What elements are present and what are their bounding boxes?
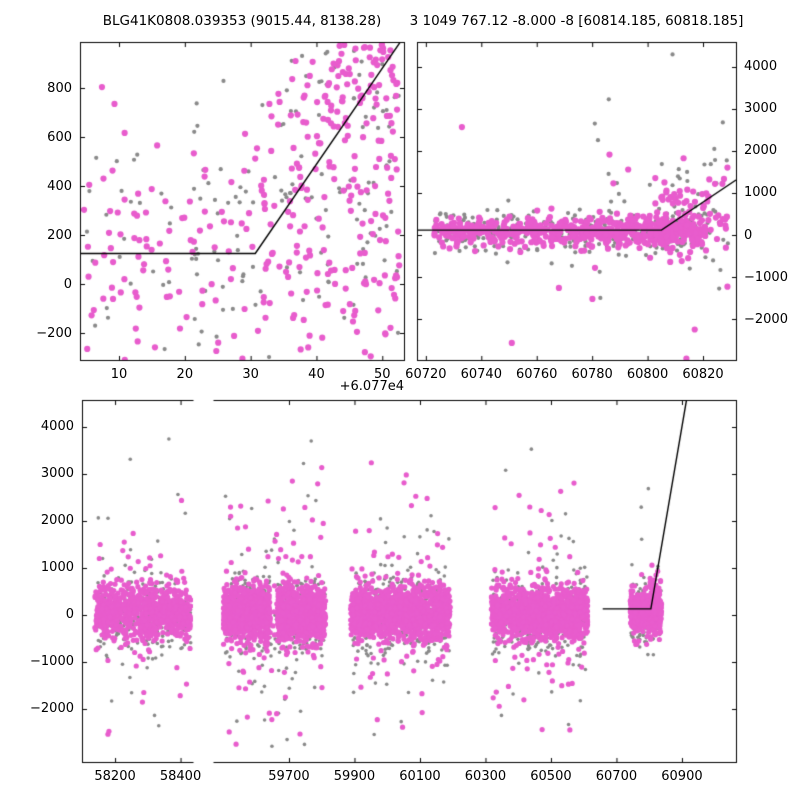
figure-title-left: BLG41K0808.039353 (9015.44, 8138.28)	[102, 13, 382, 29]
x-axis-offset-label: +6.077e4	[339, 379, 404, 394]
figure-title-right: 3 1049 767.12 -8.000 -8 [60814.185, 6081…	[409, 13, 744, 29]
